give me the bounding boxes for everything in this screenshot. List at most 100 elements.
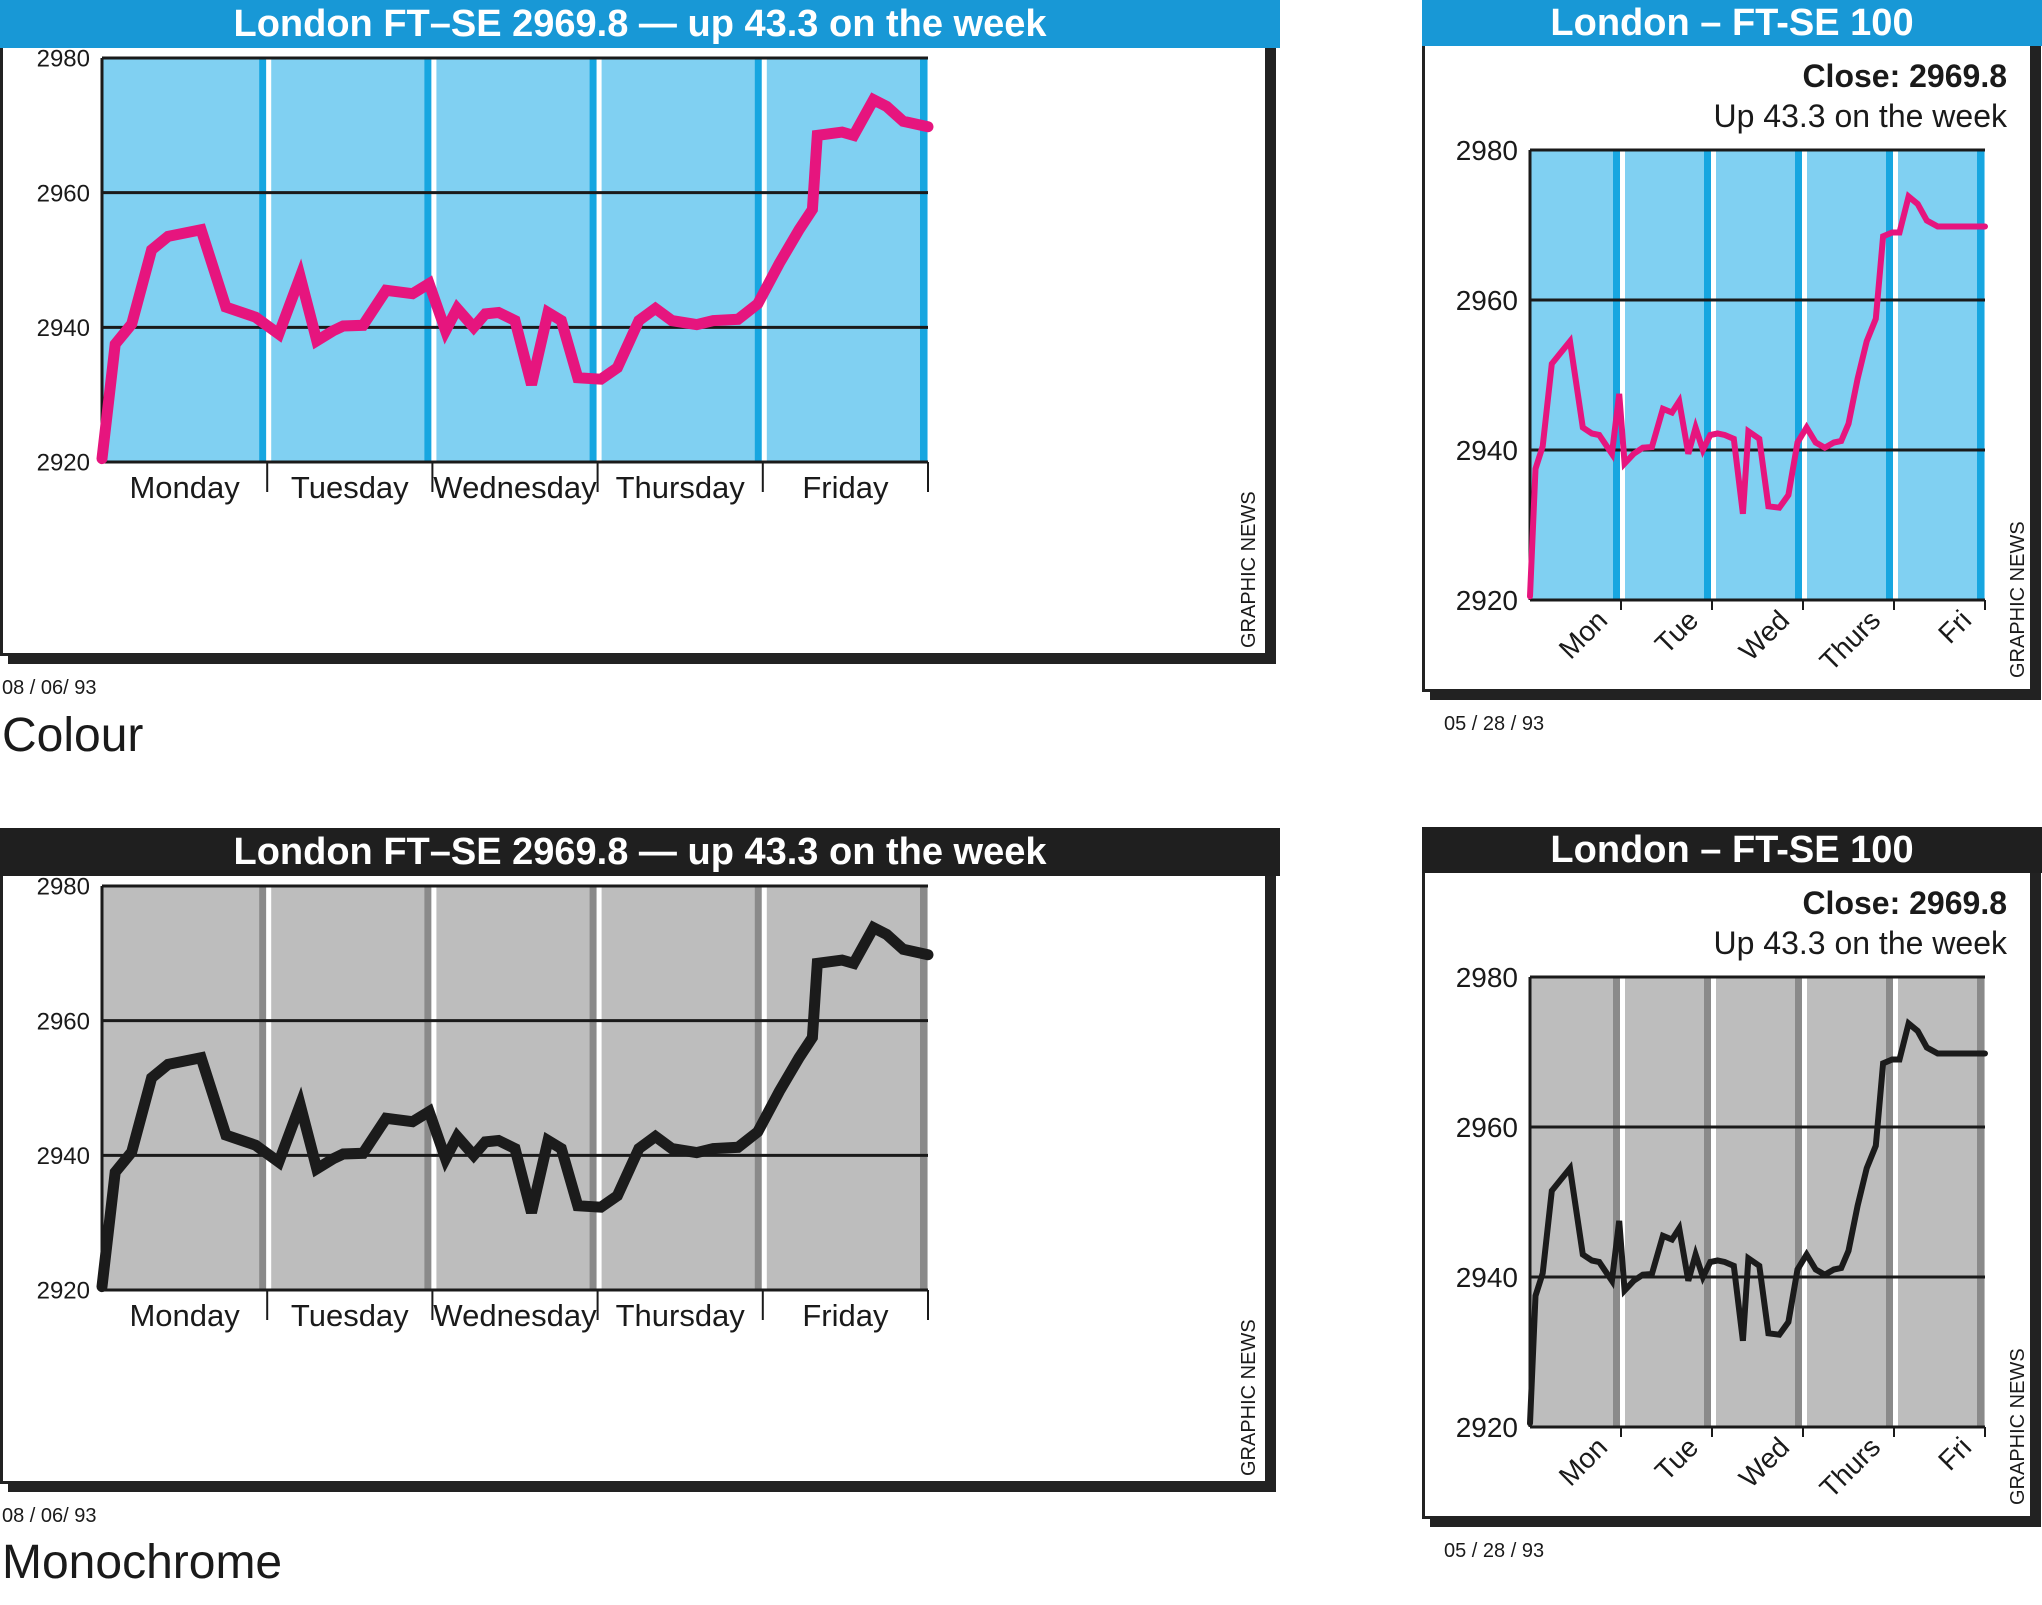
caption-monochrome: Monochrome — [2, 1536, 283, 1589]
day-divider-band — [259, 886, 267, 1290]
day-divider-band — [920, 58, 927, 462]
y-tick-label: 2980 — [1456, 962, 1518, 993]
x-tick-label: Friday — [802, 1298, 889, 1333]
credit-label: GRAPHIC NEWS — [2007, 1348, 2029, 1505]
y-tick-label: 2920 — [37, 1278, 90, 1305]
day-divider-line — [596, 886, 602, 1290]
y-tick-label: 2960 — [1456, 285, 1518, 316]
credit-label: GRAPHIC NEWS — [2007, 521, 2029, 678]
weekly-change: Up 43.3 on the week — [1713, 98, 2007, 134]
mono-small-chart: London – FT-SE 100 Close: 2969.8 Up 43.3… — [1422, 827, 2042, 1532]
colour-large-plot: 2920 2940 2960 2980 Monday Tuesday Wednesday Th… — [37, 46, 934, 505]
day-divider-band — [1613, 977, 1620, 1427]
x-tick-label: Thurs — [1814, 604, 1887, 677]
day-divider-line — [1711, 977, 1716, 1427]
day-divider-line — [1802, 150, 1807, 600]
chart-title: London – FT-SE 100 — [1422, 0, 2042, 46]
plot-background — [1530, 150, 1985, 600]
day-divider-line — [1620, 977, 1625, 1427]
y-tick-label: 2960 — [37, 1008, 90, 1035]
x-tick-label: Tuesday — [291, 470, 409, 505]
x-tick-label: Mon — [1553, 1431, 1613, 1491]
y-tick-label: 2960 — [37, 180, 90, 207]
day-divider-band — [1613, 150, 1620, 600]
x-tick-label: Monday — [129, 1298, 240, 1333]
y-tick-label: 2980 — [1456, 135, 1518, 166]
weekly-change: Up 43.3 on the week — [1713, 925, 2007, 961]
day-divider-band — [424, 886, 432, 1290]
day-divider-line — [266, 58, 272, 462]
mono-small-plot: 2920 2940 2960 2980 Mon Tue Wed Thurs Fri — [1456, 962, 1988, 1504]
day-divider-band — [754, 886, 762, 1290]
plot-background — [102, 886, 928, 1290]
day-divider-line — [266, 886, 272, 1290]
y-tick-label: 2960 — [1456, 1112, 1518, 1143]
day-divider-line — [1620, 150, 1625, 600]
x-tick-label: Mon — [1553, 604, 1613, 664]
day-divider-line — [431, 886, 437, 1290]
y-tick-label: 2920 — [1456, 585, 1518, 616]
series-line-ftse — [1527, 1018, 1988, 1427]
x-tick-label: Wednesday — [433, 1298, 597, 1333]
x-tick-label: Thurs — [1814, 1431, 1887, 1504]
date-stamp: 05 / 28 / 93 — [1444, 713, 1545, 735]
x-tick-label: Fri — [1932, 1431, 1977, 1476]
date-stamp: 08 / 06/ 93 — [2, 677, 97, 699]
day-divider-line — [761, 886, 767, 1290]
day-divider-band — [589, 886, 597, 1290]
y-tick-label: 2920 — [37, 450, 90, 477]
series-line-ftse — [1527, 191, 1988, 600]
y-tick-label: 2980 — [37, 874, 90, 901]
day-divider-band — [259, 58, 267, 462]
y-tick-label: 2980 — [37, 46, 90, 73]
day-divider-band — [1977, 977, 1984, 1427]
y-tick-label: 2940 — [1456, 1262, 1518, 1293]
credit-label: GRAPHIC NEWS — [1238, 1319, 1260, 1476]
x-tick-label: Tuesday — [291, 1298, 409, 1333]
day-divider-band — [920, 886, 927, 1290]
day-divider-band — [1795, 977, 1802, 1427]
caption-colour: Colour — [2, 709, 144, 762]
day-divider-band — [1704, 977, 1711, 1427]
plot-background — [1530, 977, 1985, 1427]
x-tick-label: Thursday — [616, 470, 746, 505]
day-divider-band — [589, 58, 597, 462]
day-divider-line — [1802, 977, 1807, 1427]
x-tick-label: Tue — [1649, 1431, 1704, 1486]
x-tick-label: Monday — [129, 470, 240, 505]
y-tick-label: 2940 — [1456, 435, 1518, 466]
chart-title: London FT–SE 2969.8 — up 43.3 on the wee… — [0, 0, 1280, 48]
day-divider-band — [1795, 150, 1802, 600]
day-divider-line — [1711, 150, 1716, 600]
day-divider-line — [1893, 150, 1898, 600]
series-line-ftse — [96, 920, 934, 1293]
y-tick-label: 2920 — [1456, 1412, 1518, 1443]
close-value: Close: 2969.8 — [1802, 885, 2007, 921]
colour-large-chart: London FT–SE 2969.8 — up 43.3 on the wee… — [0, 0, 1280, 670]
series-line-ftse — [96, 92, 934, 465]
day-divider-line — [431, 58, 437, 462]
chart-title: London FT–SE 2969.8 — up 43.3 on the wee… — [0, 828, 1280, 876]
y-tick-label: 2940 — [37, 315, 90, 342]
x-tick-label: Fri — [1932, 604, 1977, 649]
date-stamp: 05 / 28 / 93 — [1444, 1540, 1545, 1562]
day-divider-line — [1893, 977, 1898, 1427]
mono-large-chart: London FT–SE 2969.8 — up 43.3 on the wee… — [0, 828, 1280, 1498]
x-tick-label: Tue — [1649, 604, 1704, 659]
plot-background — [102, 58, 928, 462]
day-divider-band — [424, 58, 432, 462]
mono-large-plot: 2920 2940 2960 2980 Monday Tuesday Wednesday Th… — [37, 874, 934, 1333]
x-tick-label: Wed — [1733, 604, 1795, 666]
credit-label: GRAPHIC NEWS — [1238, 491, 1260, 648]
day-divider-band — [1886, 977, 1893, 1427]
day-divider-band — [754, 58, 762, 462]
x-tick-label: Wed — [1733, 1431, 1795, 1493]
x-tick-label: Friday — [802, 470, 889, 505]
day-divider-band — [1704, 150, 1711, 600]
close-value: Close: 2969.8 — [1802, 58, 2007, 94]
x-tick-label: Wednesday — [433, 470, 597, 505]
colour-small-plot: 2920 2940 2960 2980 Mon Tue Wed Thurs Fri — [1456, 135, 1988, 677]
chart-title: London – FT-SE 100 — [1422, 827, 2042, 873]
day-divider-band — [1977, 150, 1984, 600]
y-tick-label: 2940 — [37, 1143, 90, 1170]
